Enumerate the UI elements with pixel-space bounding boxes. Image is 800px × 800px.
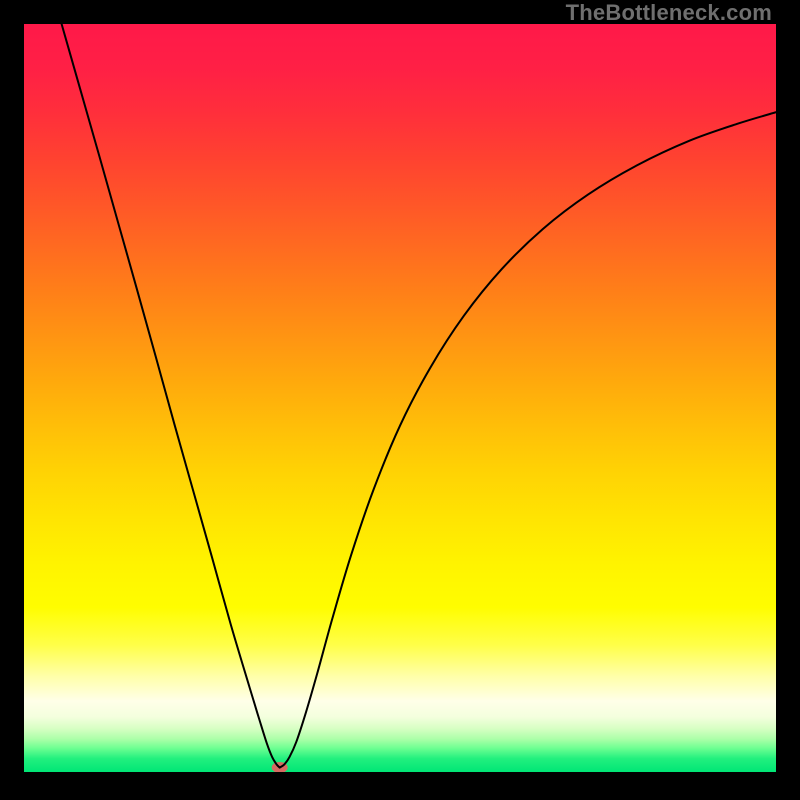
watermark-label: TheBottleneck.com (566, 0, 772, 26)
plot-background (24, 24, 776, 772)
chart-svg (0, 0, 800, 800)
chart-frame: TheBottleneck.com (0, 0, 800, 800)
